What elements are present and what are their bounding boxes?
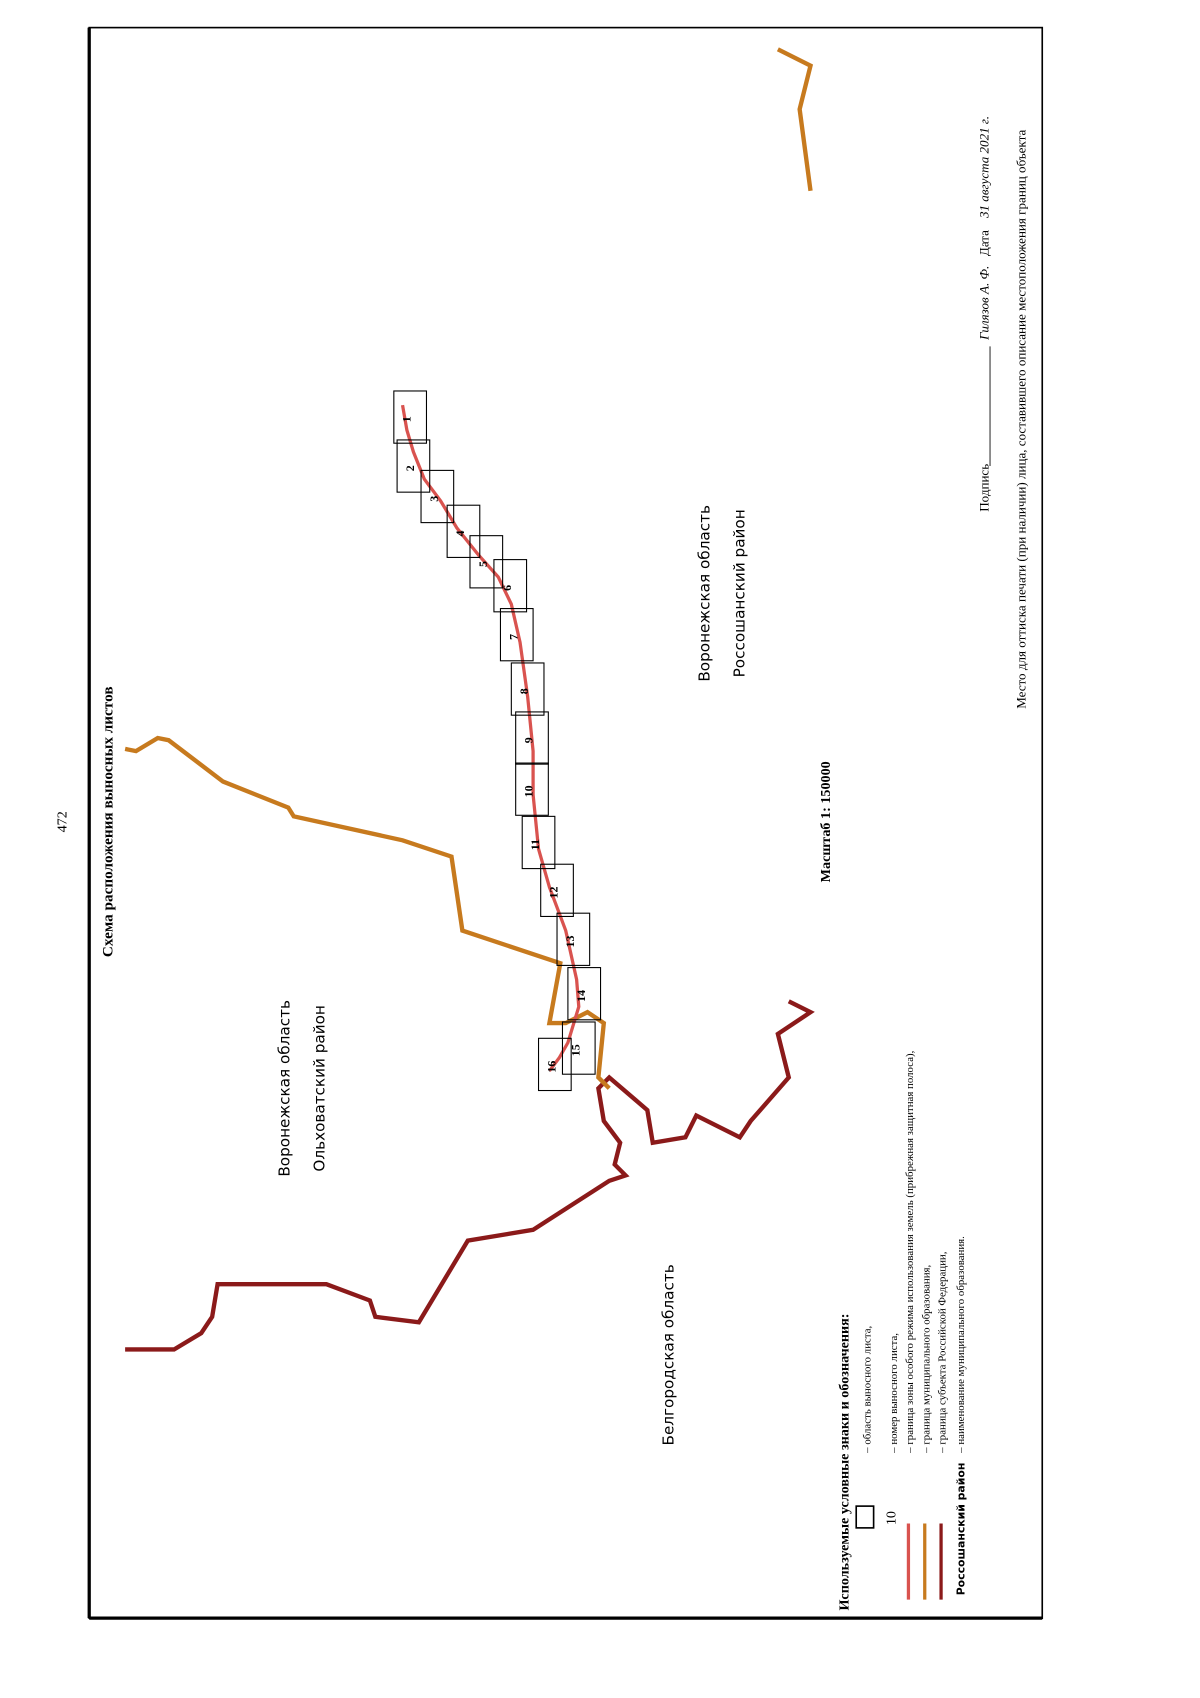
sheet-number: 11 <box>528 839 542 850</box>
stamp-note: Место для оттиска печати (при наличии) л… <box>1014 130 1029 709</box>
sheet-number: 8 <box>517 688 531 694</box>
sheet-area <box>446 504 481 558</box>
sheet-area <box>515 711 549 765</box>
legend-item: – наименование муниципального образовани… <box>955 1236 967 1454</box>
legend-sample-region: Россошанский район <box>955 1463 968 1596</box>
title: Схема расположения выносных листов <box>99 686 116 957</box>
sheet-number: 4 <box>453 530 467 536</box>
legend-symbols <box>855 1505 943 1600</box>
sheet-area <box>420 469 455 524</box>
sheet-area <box>556 912 591 966</box>
sheet-area <box>521 815 556 870</box>
signature-label: Подпись <box>977 464 992 512</box>
sheet-number: 13 <box>563 935 577 947</box>
sheet-number: 5 <box>476 561 490 567</box>
sheet-number: 14 <box>574 990 588 1002</box>
sheet-number: 7 <box>506 634 520 640</box>
sheet-number: 12 <box>547 887 561 899</box>
sheet-area <box>561 1021 596 1075</box>
legend-title: Используемые условные знаки и обозначени… <box>837 1314 853 1611</box>
sheet-number: 3 <box>427 496 441 502</box>
sheet-area <box>537 1037 572 1092</box>
region-label: Белгородская область <box>660 1264 678 1445</box>
legend-item: – номер выносного листа, <box>888 1333 900 1454</box>
municipal-boundary <box>776 47 814 192</box>
legend-sample-number: 10 <box>883 1511 899 1525</box>
scale: Масштаб 1: 150000 <box>818 761 834 882</box>
date: 31 августа 2021 г. <box>977 116 992 219</box>
municipal-boundary <box>124 735 611 1090</box>
page-number: 472 <box>54 811 70 832</box>
legend-item: – граница субъекта Российской Федерации, <box>937 1251 949 1454</box>
sheet-number: 16 <box>544 1061 558 1073</box>
sheet-area <box>499 608 534 662</box>
region-label: Воронежская область <box>276 1000 294 1177</box>
sheet-area <box>493 559 528 613</box>
region-label: Россошанский район <box>730 509 748 677</box>
sheet-number: 9 <box>522 737 536 743</box>
sheet-number: 1 <box>400 416 414 422</box>
signature-name: Гилязов А. Ф. <box>977 266 992 341</box>
sheet-area <box>567 967 602 1021</box>
sheet-area <box>510 662 545 716</box>
sheet-number: 10 <box>522 785 536 797</box>
region-label: Ольховатский район <box>310 1005 328 1171</box>
legend-item: – граница муниципального образования, <box>920 1264 932 1453</box>
legend-sheet-symbol <box>855 1505 875 1529</box>
sheet-area <box>469 535 504 589</box>
legend-item: – область выносного листа, <box>862 1325 874 1453</box>
sheet-number: 15 <box>568 1044 582 1056</box>
sheet-number: 2 <box>403 465 417 471</box>
sheet-number: 6 <box>500 585 514 591</box>
date-label: Дата <box>977 230 992 256</box>
protection-zone-boundary <box>400 404 581 1072</box>
sheet-area <box>515 762 549 816</box>
subject-boundary <box>125 999 815 1352</box>
legend-item: – граница зоны особого режима использова… <box>904 1050 916 1453</box>
sheet-area <box>396 439 431 493</box>
region-label: Воронежская область <box>695 505 713 682</box>
sheet-area <box>393 390 428 444</box>
